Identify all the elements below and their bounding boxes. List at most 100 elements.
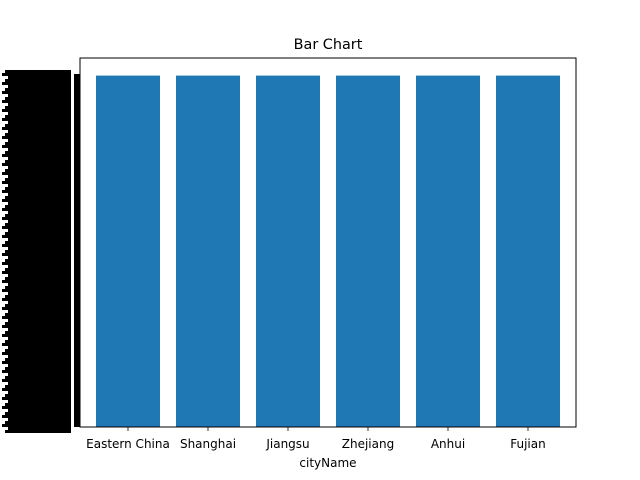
y-tick-label-overlap bbox=[5, 142, 71, 145]
y-tick-label-overlap bbox=[5, 349, 71, 352]
y-tick-label-overlap bbox=[2, 343, 71, 346]
y-tick-label-overlap bbox=[8, 238, 71, 241]
y-tick-label-overlap bbox=[2, 136, 71, 139]
y-tick-label-overlap bbox=[2, 280, 71, 283]
y-tick-label-overlap bbox=[2, 298, 71, 301]
y-tick-labels bbox=[2, 70, 80, 433]
y-tick-label-overlap bbox=[5, 286, 71, 289]
y-tick-label-overlap bbox=[2, 127, 71, 130]
y-tick-label-overlap bbox=[2, 199, 71, 202]
y-tick-label-overlap bbox=[5, 214, 71, 217]
y-tick-label-overlap bbox=[5, 241, 71, 244]
y-tick-label-overlap bbox=[2, 235, 71, 238]
y-tick-label-overlap bbox=[8, 256, 71, 259]
y-tick-label-overlap bbox=[5, 322, 71, 325]
y-tick-label-overlap bbox=[5, 340, 71, 343]
y-tick-label-overlap bbox=[8, 166, 71, 169]
y-tick-label-overlap bbox=[2, 91, 71, 94]
y-tick-label-overlap bbox=[2, 181, 71, 184]
y-tick-label-overlap bbox=[8, 373, 71, 376]
y-tick-label-overlap bbox=[2, 406, 71, 409]
y-tick-label-overlap bbox=[2, 118, 71, 121]
y-tick-label-overlap bbox=[5, 232, 71, 235]
y-tick-label-overlap bbox=[8, 202, 71, 205]
y-tick-label-overlap bbox=[2, 208, 71, 211]
x-tick-label: Anhui bbox=[431, 437, 465, 451]
y-tick-label-overlap bbox=[5, 205, 71, 208]
bar-shanghai bbox=[176, 75, 240, 427]
chart-title: Bar Chart bbox=[294, 37, 363, 53]
y-tick-label-overlap bbox=[5, 295, 71, 298]
y-tick-label-overlap bbox=[8, 229, 71, 232]
y-tick-marks-overlap bbox=[74, 74, 80, 427]
x-tick-label: Eastern China bbox=[86, 437, 170, 451]
y-tick-label-overlap bbox=[8, 301, 71, 304]
y-tick-label-overlap bbox=[2, 370, 71, 373]
y-tick-label-overlap bbox=[2, 352, 71, 355]
y-tick-label-overlap bbox=[8, 193, 71, 196]
y-tick-label-overlap bbox=[2, 145, 71, 148]
y-tick-label-overlap bbox=[8, 139, 71, 142]
y-tick-label-overlap bbox=[8, 337, 71, 340]
y-tick-label-overlap bbox=[8, 274, 71, 277]
y-tick-label-overlap bbox=[8, 346, 71, 349]
y-tick-label-overlap bbox=[2, 316, 71, 319]
y-tick-label-overlap bbox=[2, 226, 71, 229]
x-tick-label: Fujian bbox=[510, 437, 545, 451]
y-tick-label-overlap bbox=[5, 70, 71, 73]
y-tick-label-overlap bbox=[2, 379, 71, 382]
y-tick-label-overlap bbox=[8, 94, 71, 97]
y-tick-label-overlap bbox=[2, 82, 71, 85]
x-axis-label: cityName bbox=[299, 456, 356, 470]
y-tick-label-overlap bbox=[5, 304, 71, 307]
y-tick-label-overlap bbox=[8, 211, 71, 214]
y-tick-label-overlap bbox=[8, 409, 71, 412]
y-tick-label-overlap bbox=[8, 157, 71, 160]
y-tick-label-overlap bbox=[5, 160, 71, 163]
y-tick-label-overlap bbox=[8, 85, 71, 88]
x-tick-label: Shanghai bbox=[180, 437, 236, 451]
bar-zhejiang bbox=[336, 75, 400, 427]
y-tick-label-overlap bbox=[2, 163, 71, 166]
y-tick-label-overlap bbox=[5, 169, 71, 172]
y-tick-label-overlap bbox=[8, 364, 71, 367]
y-tick-label-overlap bbox=[5, 196, 71, 199]
bar-eastern-china bbox=[96, 75, 160, 427]
x-ticks-group: Eastern China Shanghai Jiangsu Zhejiang Anhu… bbox=[86, 427, 546, 451]
y-tick-label-overlap bbox=[5, 88, 71, 91]
y-tick-label-overlap bbox=[5, 358, 71, 361]
y-tick-label-overlap bbox=[2, 217, 71, 220]
y-tick-label-overlap bbox=[2, 100, 71, 103]
y-tick-label-overlap bbox=[2, 271, 71, 274]
y-tick-label-overlap bbox=[8, 175, 71, 178]
y-tick-label-overlap bbox=[5, 178, 71, 181]
y-tick-label-overlap bbox=[2, 109, 71, 112]
y-tick-label-overlap bbox=[2, 361, 71, 364]
y-tick-label-overlap bbox=[5, 187, 71, 190]
y-tick-label-overlap bbox=[5, 277, 71, 280]
y-tick-label-overlap bbox=[5, 421, 71, 424]
y-tick-label-overlap bbox=[2, 289, 71, 292]
y-tick-label-overlap bbox=[2, 190, 71, 193]
y-tick-label-overlap bbox=[2, 388, 71, 391]
y-tick-label-overlap bbox=[2, 397, 71, 400]
y-tick-label-overlap bbox=[8, 103, 71, 106]
y-tick-label-overlap bbox=[8, 310, 71, 313]
y-tick-label-overlap bbox=[2, 172, 71, 175]
y-tick-label-overlap bbox=[2, 334, 71, 337]
y-tick-label-overlap bbox=[8, 247, 71, 250]
x-tick-label: Zhejiang bbox=[342, 437, 394, 451]
y-tick-label-overlap bbox=[5, 259, 71, 262]
y-tick-label-overlap bbox=[8, 121, 71, 124]
y-tick-label-overlap bbox=[5, 430, 71, 433]
bar-jiangsu bbox=[256, 75, 320, 427]
y-tick-label-overlap bbox=[5, 394, 71, 397]
y-tick-label-overlap bbox=[2, 262, 71, 265]
y-tick-label-overlap bbox=[8, 391, 71, 394]
y-tick-label-overlap bbox=[5, 412, 71, 415]
y-tick-label-overlap bbox=[5, 385, 71, 388]
y-tick-label-overlap bbox=[2, 325, 71, 328]
y-tick-label-overlap bbox=[5, 313, 71, 316]
y-tick-label-overlap bbox=[5, 115, 71, 118]
